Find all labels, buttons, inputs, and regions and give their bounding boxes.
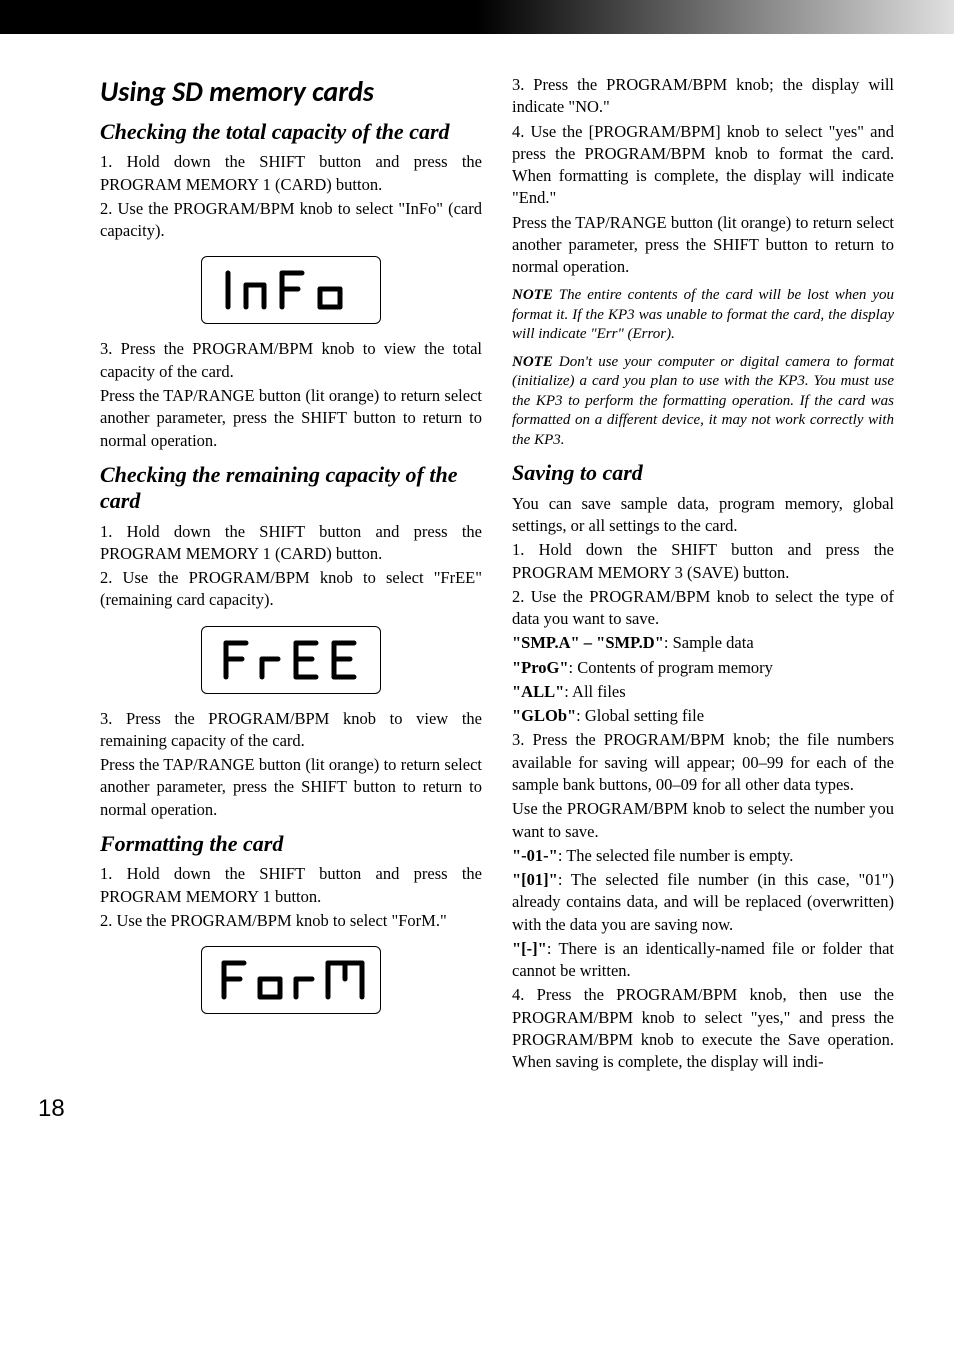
- subsection-title: Checking the total capacity of the card: [100, 119, 482, 145]
- option-key: "[01]": [512, 870, 558, 889]
- body-text: 3. Press the PROGRAM/BPM knob; the displ…: [512, 74, 894, 119]
- option-desc: : Sample data: [664, 633, 754, 652]
- page-content: Using SD memory cards Checking the total…: [0, 34, 954, 1095]
- note-text: NOTE The entire contents of the card wil…: [512, 286, 894, 345]
- option-key: "[-]": [512, 939, 547, 958]
- body-text: 2. Use the PROGRAM/BPM knob to select "F…: [100, 910, 482, 932]
- option-line: "[01]": The selected file number (in thi…: [512, 869, 894, 936]
- option-line: "ProG": Contents of program memory: [512, 657, 894, 679]
- option-key: "ProG": [512, 658, 569, 677]
- option-line: "-01-": The selected file number is empt…: [512, 845, 894, 867]
- lcd-display-free: [201, 626, 381, 694]
- option-line: "GLOb": Global setting file: [512, 705, 894, 727]
- page-number: 18: [38, 1095, 954, 1123]
- lcd-display-form: [201, 946, 381, 1014]
- body-text: 1. Hold down the SHIFT button and press …: [100, 151, 482, 196]
- body-text: 4. Press the PROGRAM/BPM knob, then use …: [512, 984, 894, 1073]
- option-desc: : All files: [564, 682, 625, 701]
- body-text: 4. Use the [PROGRAM/BPM] knob to select …: [512, 121, 894, 210]
- subsection-title: Saving to card: [512, 460, 894, 486]
- body-text: 1. Hold down the SHIFT button and press …: [100, 863, 482, 908]
- subsection-title: Formatting the card: [100, 831, 482, 857]
- note-text: NOTE Don't use your computer or digital …: [512, 353, 894, 451]
- option-key: "-01-": [512, 846, 558, 865]
- option-line: "[-]": There is an identically-named fil…: [512, 938, 894, 983]
- note-body: The entire contents of the card will be …: [512, 287, 894, 342]
- option-desc: : There is an identically-named file or …: [512, 939, 894, 980]
- body-text: Press the TAP/RANGE button (lit orange) …: [100, 385, 482, 452]
- option-desc: : Contents of program memory: [569, 658, 773, 677]
- header-gradient-bar: [0, 0, 954, 34]
- section-title: Using SD memory cards: [100, 74, 482, 109]
- note-label: NOTE: [512, 287, 553, 303]
- body-text: 2. Use the PROGRAM/BPM knob to select "F…: [100, 567, 482, 612]
- left-column: Using SD memory cards Checking the total…: [100, 74, 482, 1075]
- option-line: "ALL": All files: [512, 681, 894, 703]
- body-text: 1. Hold down the SHIFT button and press …: [512, 539, 894, 584]
- note-label: NOTE: [512, 354, 553, 370]
- option-desc: : Global setting file: [576, 706, 704, 725]
- option-key: "ALL": [512, 682, 564, 701]
- body-text: Press the TAP/RANGE button (lit orange) …: [100, 754, 482, 821]
- note-body: Don't use your computer or digital camer…: [512, 354, 894, 448]
- option-line: "SMP.A" – "SMP.D": Sample data: [512, 632, 894, 654]
- subsection-title: Checking the remaining capacity of the c…: [100, 462, 482, 515]
- body-text: 3. Press the PROGRAM/BPM knob; the file …: [512, 729, 894, 796]
- option-desc: : The selected file number (in this case…: [512, 870, 894, 934]
- body-text: Press the TAP/RANGE button (lit orange) …: [512, 212, 894, 279]
- lcd-display-info: [201, 256, 381, 324]
- option-key: "GLOb": [512, 706, 576, 725]
- body-text: You can save sample data, program memory…: [512, 493, 894, 538]
- body-text: 1. Hold down the SHIFT button and press …: [100, 521, 482, 566]
- body-text: 2. Use the PROGRAM/BPM knob to select "I…: [100, 198, 482, 243]
- body-text: Use the PROGRAM/BPM knob to select the n…: [512, 798, 894, 843]
- body-text: 3. Press the PROGRAM/BPM knob to view th…: [100, 708, 482, 753]
- body-text: 3. Press the PROGRAM/BPM knob to view th…: [100, 338, 482, 383]
- right-column: 3. Press the PROGRAM/BPM knob; the displ…: [512, 74, 894, 1075]
- body-text: 2. Use the PROGRAM/BPM knob to select th…: [512, 586, 894, 631]
- option-key: "SMP.A" – "SMP.D": [512, 633, 664, 652]
- option-desc: : The selected file number is empty.: [558, 846, 794, 865]
